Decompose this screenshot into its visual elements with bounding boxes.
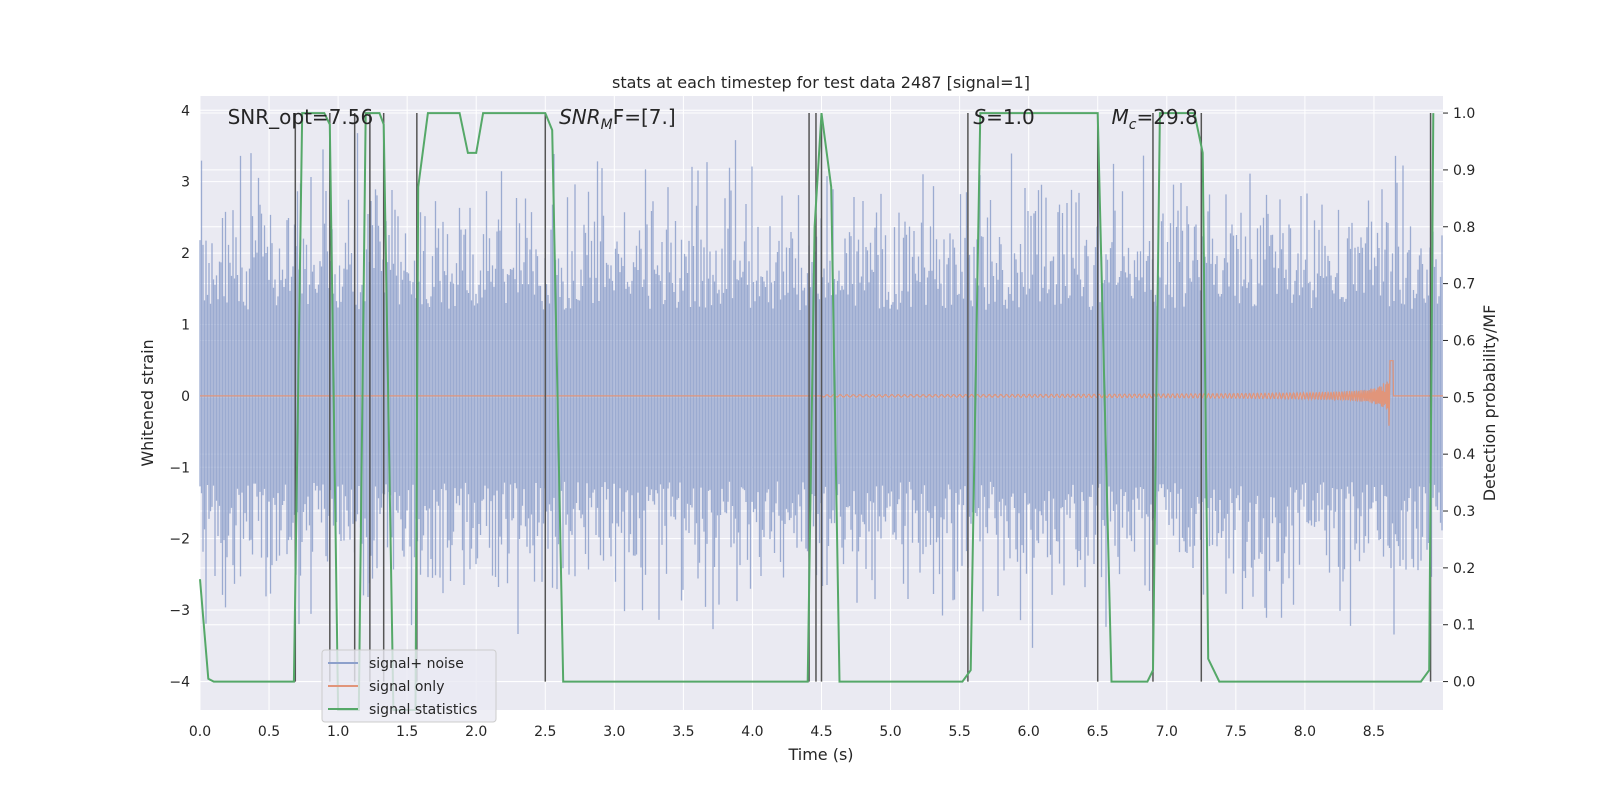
legend-label-stats: signal statistics: [369, 702, 477, 718]
x-tick-label: 6.5: [1087, 724, 1109, 740]
y-tick-label: −4: [169, 674, 190, 690]
y-tick-label: 0: [181, 389, 190, 405]
y-tick-label: 1: [181, 317, 190, 333]
y-axis-label: Whitened strain: [138, 339, 157, 466]
annotations: SNR_opt=7.56 SNRMF=[7.] S=1.0 Mc=29.8: [228, 105, 1198, 133]
x-tick-label: 1.0: [327, 724, 349, 740]
legend-label-noise: signal+ noise: [369, 656, 464, 672]
x-tick-labels: 0.0 0.5 1.0 1.5 2.0 2.5 3.0 3.5 4.0 4.5 5.0 5.5 6.0 6…: [189, 724, 1385, 740]
x-axis-label: Time (s): [787, 745, 853, 764]
y2-tick-label: 0.7: [1453, 277, 1475, 293]
x-tick-label: 7.5: [1225, 724, 1247, 740]
x-tick-label: 8.5: [1363, 724, 1385, 740]
y2-tick-labels: 1.0 0.9 0.8 0.7 0.6 0.5 0.4 0.3 0.2 0.1 0.0: [1443, 106, 1475, 691]
annotation-3: Mc=29.8: [1112, 105, 1198, 133]
annotation-0: SNR_opt=7.56: [228, 105, 374, 129]
y2-tick-label: 0.8: [1453, 220, 1475, 236]
legend-label-signal: signal only: [369, 679, 444, 695]
x-tick-label: 0.0: [189, 724, 211, 740]
y2-axis-label: Detection probability/MF: [1480, 305, 1499, 502]
x-tick-label: 3.0: [603, 724, 625, 740]
x-tick-label: 4.5: [810, 724, 832, 740]
x-tick-label: 6.0: [1018, 724, 1040, 740]
x-tick-label: 4.0: [741, 724, 763, 740]
x-tick-label: 5.0: [879, 724, 901, 740]
x-tick-label: 7.0: [1156, 724, 1178, 740]
x-tick-label: 2.5: [534, 724, 556, 740]
y-tick-label: −2: [169, 532, 190, 548]
y-tick-labels: 4 3 2 1 0 −1 −2 −3 −4: [169, 103, 190, 690]
y2-tick-label: 0.0: [1453, 675, 1475, 691]
y-tick-label: 3: [181, 175, 190, 191]
y2-tick-label: 0.2: [1453, 561, 1475, 577]
signal-noise-series: [199, 133, 1443, 648]
y2-tick-label: 0.5: [1453, 390, 1475, 406]
x-tick-label: 2.0: [465, 724, 487, 740]
y-tick-label: 2: [181, 246, 190, 262]
x-tick-label: 0.5: [258, 724, 280, 740]
y2-tick-label: 0.1: [1453, 618, 1475, 634]
annotation-1: SNRMF=[7.]: [559, 105, 676, 133]
legend: signal+ noise signal only signal statist…: [321, 649, 497, 723]
y2-tick-label: 0.9: [1453, 163, 1475, 179]
y-tick-label: −3: [169, 603, 190, 619]
chart-title: stats at each timestep for test data 248…: [612, 73, 1030, 92]
x-tick-label: 3.5: [672, 724, 694, 740]
y2-tick-label: 0.3: [1453, 504, 1475, 520]
x-tick-label: 1.5: [396, 724, 418, 740]
x-tick-label: 8.0: [1294, 724, 1316, 740]
y-tick-label: −1: [169, 460, 190, 476]
y-tick-label: 4: [181, 103, 190, 119]
annotation-2: S=1.0: [973, 105, 1034, 129]
x-tick-label: 5.5: [948, 724, 970, 740]
y2-tick-label: 0.4: [1453, 447, 1475, 463]
legend-box: [321, 649, 497, 723]
y2-tick-label: 1.0: [1453, 106, 1475, 122]
y2-tick-label: 0.6: [1453, 333, 1475, 349]
